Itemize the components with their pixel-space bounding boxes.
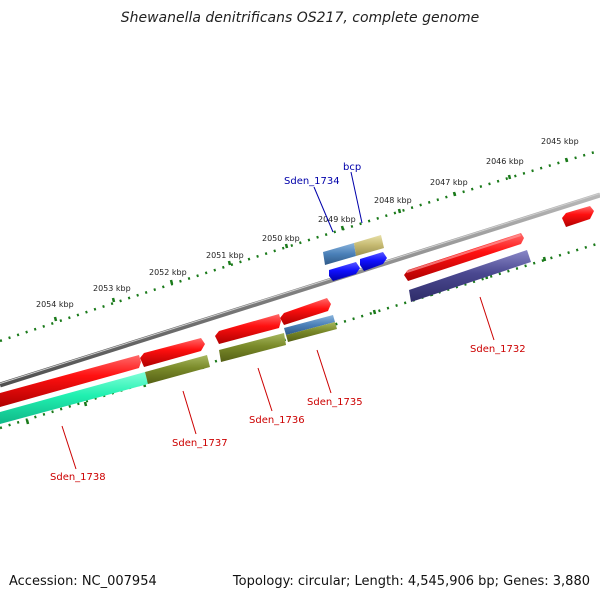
gene-label-sden-1736: Sden_1736 [249,415,305,426]
genome-backbone [0,192,600,388]
genome-summary-text: Topology: circular; Length: 4,545,906 bp… [232,574,590,589]
gene-sden-1735-forward[interactable] [280,298,331,325]
gene-sden-1732-forward[interactable] [404,233,524,281]
gene-label-sden-1735: Sden_1735 [307,397,363,408]
gene-sden-1736-forward[interactable] [215,314,281,344]
cds-sden-1737[interactable] [145,355,210,384]
kbp-label: 2047 kbp [430,178,468,187]
accession-text: Accession: NC_007954 [9,574,157,589]
gene-far-right-forward[interactable] [562,206,594,227]
kbp-label: 2052 kbp [149,268,187,277]
kbp-label: 2048 kbp [374,196,412,205]
kbp-label: 2051 kbp [206,251,244,260]
outer-major-ticks [53,157,569,322]
gene-label-sden-1734: Sden_1734 [284,176,340,187]
gene-label-sden-1737: Sden_1737 [172,438,228,449]
kbp-label: 2049 kbp [318,215,356,224]
gene-label-sden-1738: Sden_1738 [50,472,106,483]
gene-sden-1738-forward[interactable] [0,355,141,407]
leader-lines [61,171,495,470]
gene-sden-1737-forward[interactable] [140,338,205,367]
map-title: Shewanella denitrificans OS217, complete… [120,10,480,26]
cds-sden-1738[interactable] [0,372,148,424]
gene-bcp-reverse[interactable] [360,252,387,271]
cds-sden-1732[interactable] [409,250,531,302]
gene-sden-1734-reverse[interactable] [329,262,360,281]
kbp-label: 2053 kbp [93,284,131,293]
kbp-label: 2046 kbp [486,157,524,166]
cds-sden-1736[interactable] [219,333,286,362]
cds-bcp[interactable] [354,235,384,256]
gene-label-sden-1732: Sden_1732 [470,344,526,355]
kbp-label: 2054 kbp [36,300,74,309]
kbp-label: 2045 kbp [541,137,579,146]
kbp-label: 2050 kbp [262,234,300,243]
cds-sden-1734[interactable] [323,243,356,265]
cds-sden-1735[interactable] [284,315,337,342]
gene-label-bcp: bcp [343,162,361,173]
